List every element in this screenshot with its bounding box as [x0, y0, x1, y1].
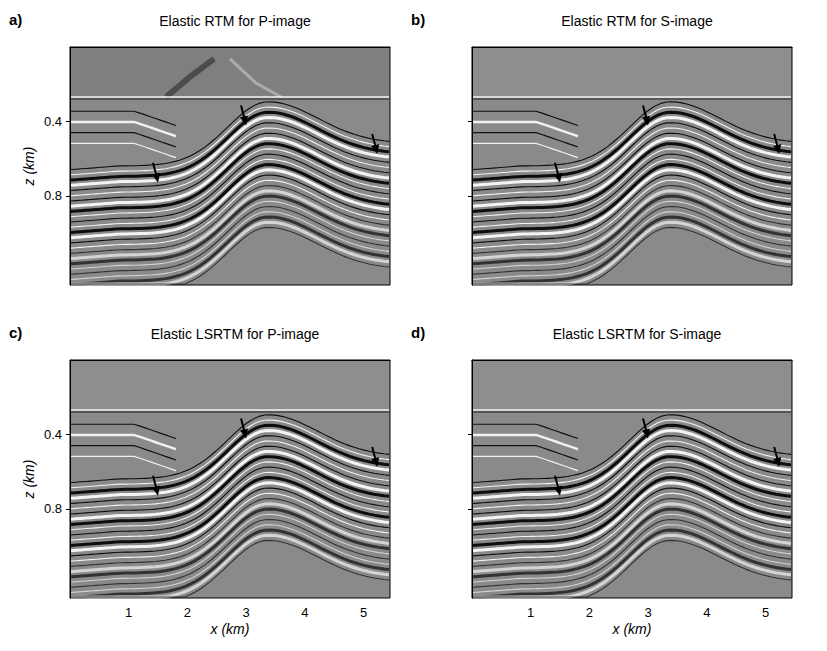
svg-text:Elastic LSRTM for P-image: Elastic LSRTM for P-image [151, 326, 320, 342]
svg-text:3: 3 [645, 605, 652, 620]
svg-text:Elastic LSRTM for S-image: Elastic LSRTM for S-image [553, 326, 722, 342]
svg-text:a): a) [9, 11, 22, 28]
svg-text:Elastic RTM for P-image: Elastic RTM for P-image [159, 13, 311, 29]
svg-text:b): b) [411, 11, 425, 28]
svg-text:0.4: 0.4 [44, 114, 62, 129]
svg-text:5: 5 [762, 605, 769, 620]
svg-text:3: 3 [243, 605, 250, 620]
svg-text:0.8: 0.8 [44, 501, 62, 516]
svg-text:2: 2 [184, 605, 191, 620]
svg-text:4: 4 [301, 605, 308, 620]
svg-text:Elastic RTM for S-image: Elastic RTM for S-image [561, 13, 713, 29]
svg-text:x (km): x (km) [210, 621, 250, 637]
svg-text:5: 5 [360, 605, 367, 620]
svg-text:z (km): z (km) [21, 460, 37, 500]
svg-text:0.8: 0.8 [44, 188, 62, 203]
svg-text:d): d) [411, 324, 425, 341]
svg-text:1: 1 [125, 605, 132, 620]
svg-text:0.4: 0.4 [44, 427, 62, 442]
svg-text:x (km): x (km) [612, 621, 652, 637]
svg-text:z (km): z (km) [21, 147, 37, 187]
svg-text:1: 1 [527, 605, 534, 620]
svg-text:4: 4 [703, 605, 710, 620]
svg-text:c): c) [9, 324, 22, 341]
svg-text:2: 2 [586, 605, 593, 620]
